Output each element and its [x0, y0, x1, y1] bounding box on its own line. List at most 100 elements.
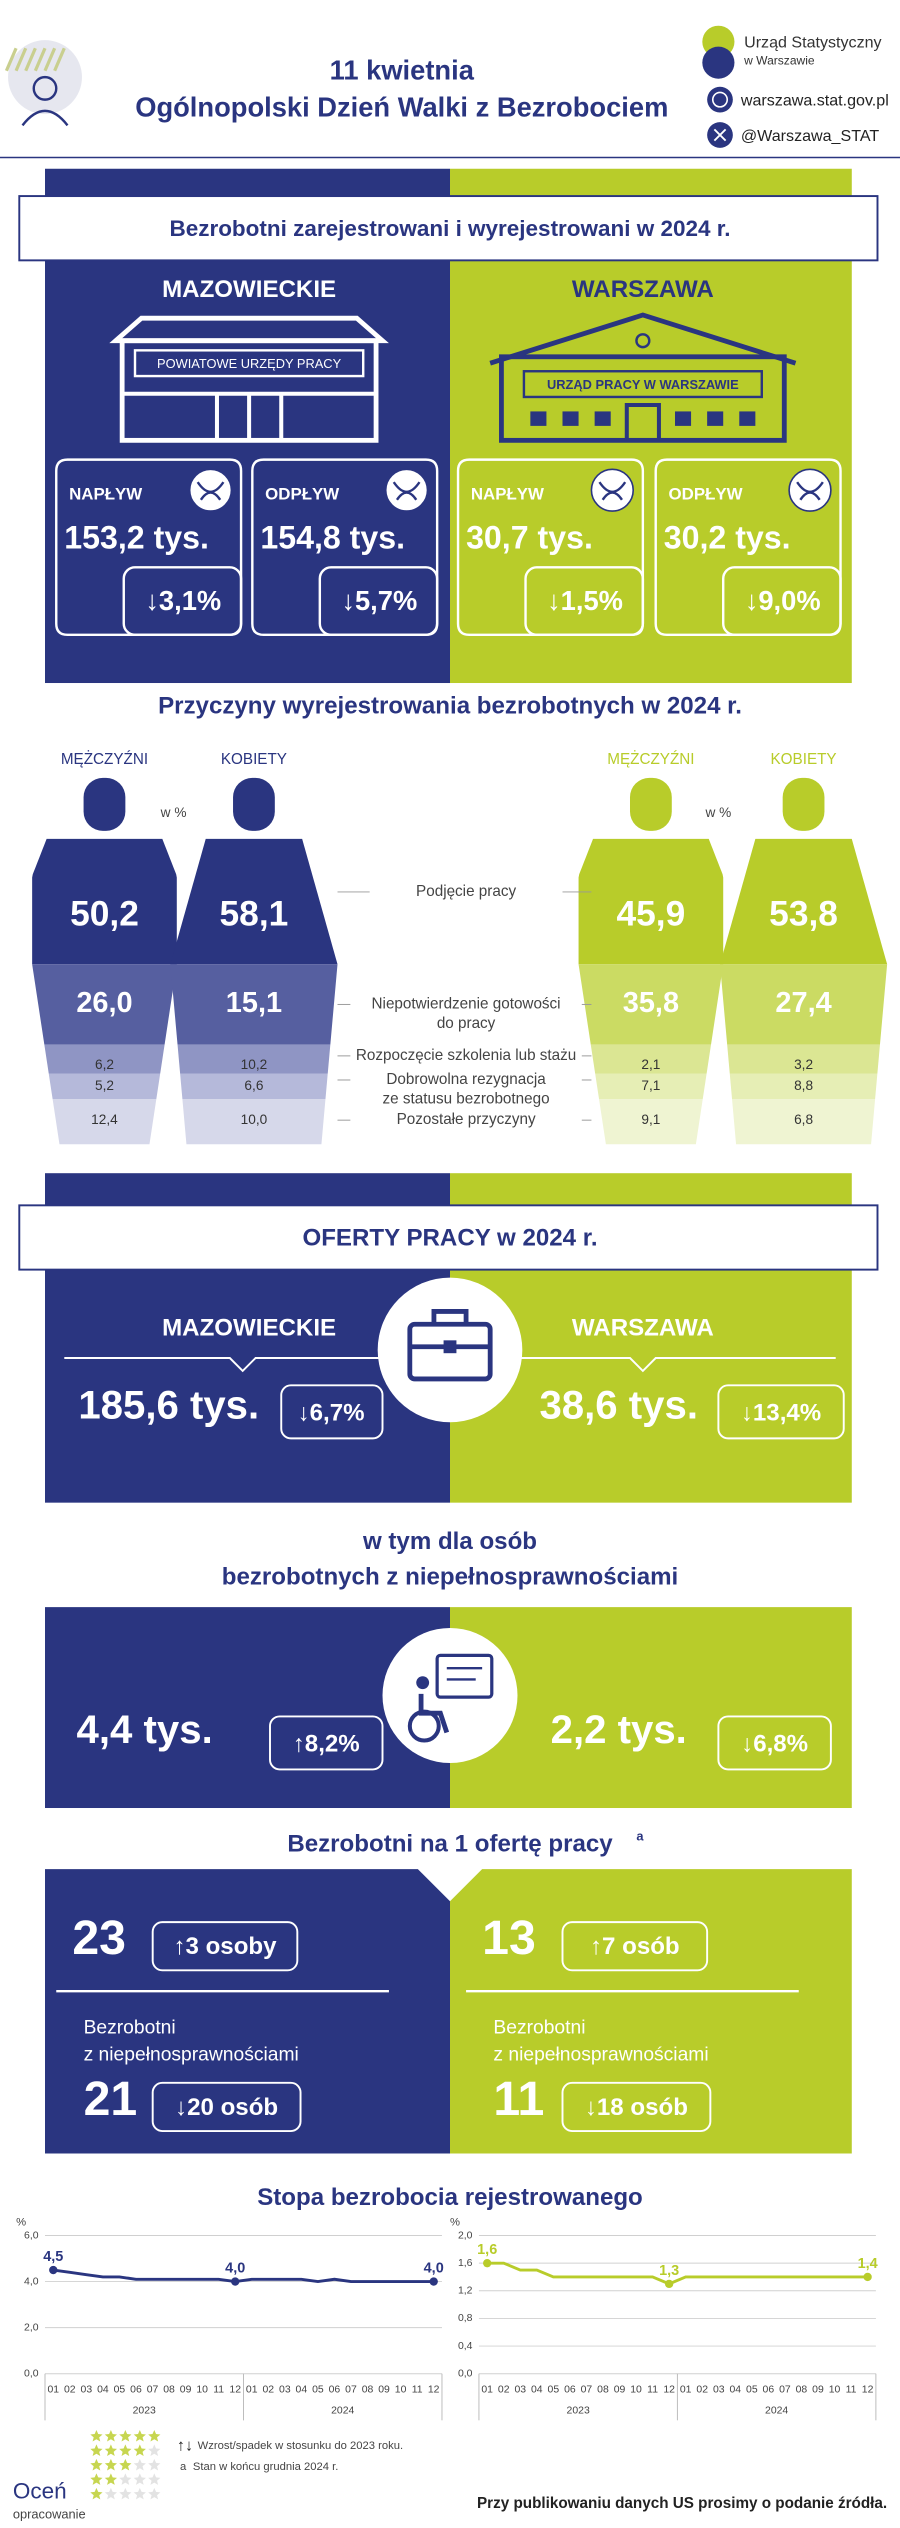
section-title: Bezrobotni zarejestrowani i wyrejestrowa… [169, 216, 730, 241]
reason-value: 9,1 [641, 1112, 660, 1127]
panel-right [450, 1607, 852, 1809]
rating-star [119, 2458, 132, 2471]
rating-star [104, 2429, 118, 2442]
change-box [151, 2081, 302, 2133]
value-label: 4,0 [424, 2261, 444, 2277]
section-title: w tym dla osób [362, 1528, 537, 1555]
figure-head [629, 777, 672, 831]
point [429, 2277, 438, 2286]
reason-value: 7,1 [641, 1078, 660, 1093]
x-tick-label: 03 [279, 2385, 291, 2396]
rating-star [148, 2473, 161, 2485]
x-tick-label: 01 [246, 2385, 258, 2396]
figure-segment [177, 1044, 331, 1074]
x-tick-label: 10 [829, 2385, 841, 2396]
rating-star [148, 2487, 161, 2500]
section-title: OFERTY PRACY w 2024 r. [302, 1224, 597, 1251]
change-box [717, 1715, 832, 1771]
value-label: 1,3 [659, 2263, 679, 2279]
card-value: 30,7 tys. [466, 519, 593, 555]
value-label: 4,0 [225, 2261, 245, 2277]
card-label: ODPŁYW [265, 484, 339, 503]
rating-star [90, 2444, 103, 2457]
reason-value: 50,2 [70, 894, 139, 933]
change-box [151, 1921, 299, 1972]
x-tick-label: 11 [412, 2385, 423, 2396]
point [49, 2265, 58, 2275]
y-tick-label: 2,0 [24, 2322, 39, 2333]
x-tick-label: 05 [746, 2385, 758, 2396]
reason-category: Podjęcie pracy [416, 883, 516, 900]
y-tick-label: 0,0 [458, 2368, 473, 2379]
group-label: MĘŻCZYŹNI [607, 750, 694, 768]
reason-category: Niepotwierdzenie gotowości [372, 995, 561, 1012]
y-axis-label: % [450, 2217, 460, 2229]
reason-value: 6,6 [244, 1078, 263, 1093]
reason-value: 8,8 [794, 1078, 813, 1093]
region-name: MAZOWIECKIE [162, 1314, 336, 1341]
y-tick-label: 0,0 [24, 2368, 39, 2379]
offers-value: 4,4 tys. [77, 1707, 213, 1752]
reason-category: Dobrowolna rezygnacja [386, 1071, 546, 1088]
x-tick-label: 12 [663, 2385, 675, 2396]
per-offer-change: ↓18 osób [585, 2094, 688, 2121]
card-label: NAPŁYW [69, 484, 142, 503]
twitter: @Warszawa_STAT [741, 127, 879, 145]
board-lines [446, 1666, 483, 1681]
board [435, 1653, 494, 1699]
per-offer-change: ↑7 osób [590, 1933, 680, 1960]
reason-value: 26,0 [76, 987, 132, 1019]
x-tick-label: 01 [680, 2385, 692, 2396]
per-offer-value: 11 [493, 2072, 544, 2126]
building-sign-text: POWIATOWE URZĘDY PRACY [157, 356, 342, 371]
section-title: Bezrobotni na 1 ofertę pracy [287, 1830, 613, 1857]
rating-star [119, 2444, 132, 2457]
building-window [674, 411, 692, 426]
card-icon-hands [392, 481, 421, 501]
org-name: Urząd Statystyczny [744, 34, 881, 52]
card-icon-hands [598, 481, 627, 501]
legend-arrows: ↑↓ [177, 2436, 193, 2454]
reason-value: 58,1 [220, 894, 289, 933]
offers-change: ↑8,2% [293, 1731, 360, 1758]
x-tick-label: 07 [581, 2385, 593, 2396]
figure-segment [719, 838, 888, 965]
per-offer-label: z niepełnosprawnościami [493, 2045, 708, 2066]
x-tick-label: 11 [647, 2385, 658, 2396]
rating-star [148, 2458, 161, 2471]
reason-category: ze statusu bezrobotnego [383, 1090, 550, 1107]
notch-line [520, 1357, 836, 1373]
card-change: ↓3,1% [145, 585, 221, 616]
card-label: NAPŁYW [471, 484, 544, 503]
rating-star [90, 2458, 103, 2471]
rate-label: Oceń [13, 2479, 67, 2504]
rating-star [148, 2429, 161, 2442]
x-tick-label: 05 [548, 2385, 560, 2396]
card-icon [384, 468, 429, 512]
y-tick-label: 1,6 [458, 2258, 473, 2269]
offers-change: ↓13,4% [741, 1400, 821, 1427]
card-label: ODPŁYW [669, 484, 743, 503]
figure-segment [590, 1044, 712, 1074]
x-tick-label: 05 [114, 2385, 126, 2396]
region-name: WARSZAWA [572, 276, 714, 303]
x-tick-label: 02 [64, 2385, 76, 2396]
reason-value: 27,4 [775, 987, 831, 1019]
rating-star [133, 2429, 146, 2442]
per-offer-change: ↓20 osób [175, 2094, 278, 2121]
x-tick-label: 12 [428, 2385, 440, 2396]
per-offer-value: 23 [72, 1911, 126, 1965]
per-offer-label: Bezrobotni [493, 2017, 585, 2038]
card-icon-hands [196, 481, 225, 501]
figure-segment [578, 838, 724, 965]
building-window [739, 411, 756, 426]
offers-value: 38,6 tys. [539, 1382, 698, 1427]
x-tick-label: 02 [696, 2385, 708, 2396]
point [231, 2277, 240, 2286]
offers-value: 2,2 tys. [551, 1707, 687, 1752]
rating-star [104, 2487, 118, 2500]
building-roof [489, 312, 797, 366]
reason-value: 12,4 [91, 1112, 118, 1127]
x-tick-label: 10 [395, 2385, 407, 2396]
reason-value: 45,9 [616, 894, 685, 933]
